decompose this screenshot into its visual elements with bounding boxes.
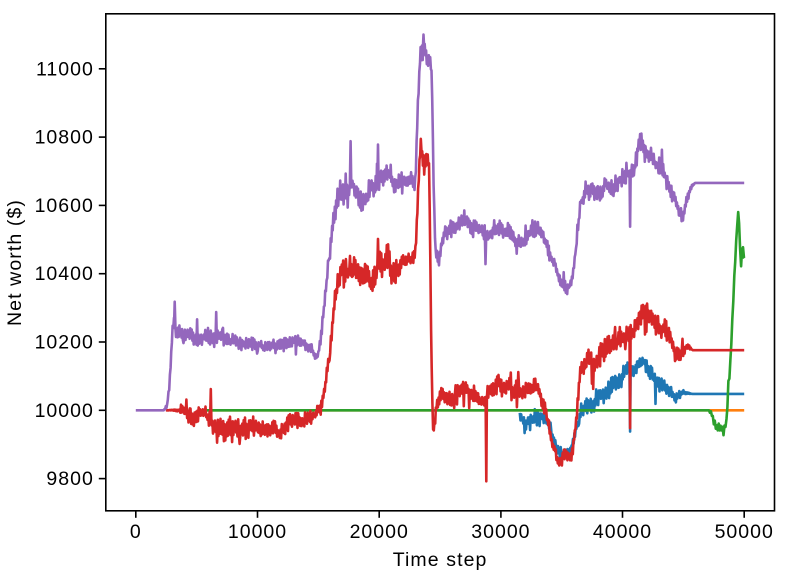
svg-text:40000: 40000	[593, 521, 652, 543]
svg-text:9800: 9800	[46, 468, 93, 490]
svg-text:10000: 10000	[35, 400, 94, 422]
svg-text:10600: 10600	[35, 195, 94, 217]
svg-text:20000: 20000	[350, 521, 409, 543]
svg-text:Time step: Time step	[393, 549, 488, 571]
svg-text:10800: 10800	[35, 127, 94, 149]
svg-text:11000: 11000	[36, 58, 94, 80]
svg-text:30000: 30000	[471, 521, 530, 543]
svg-text:0: 0	[130, 521, 142, 543]
svg-text:10200: 10200	[35, 332, 94, 354]
svg-text:Net worth ($): Net worth ($)	[4, 199, 26, 326]
svg-text:10400: 10400	[35, 263, 94, 285]
svg-text:10000: 10000	[228, 521, 287, 543]
svg-text:50000: 50000	[715, 521, 774, 543]
